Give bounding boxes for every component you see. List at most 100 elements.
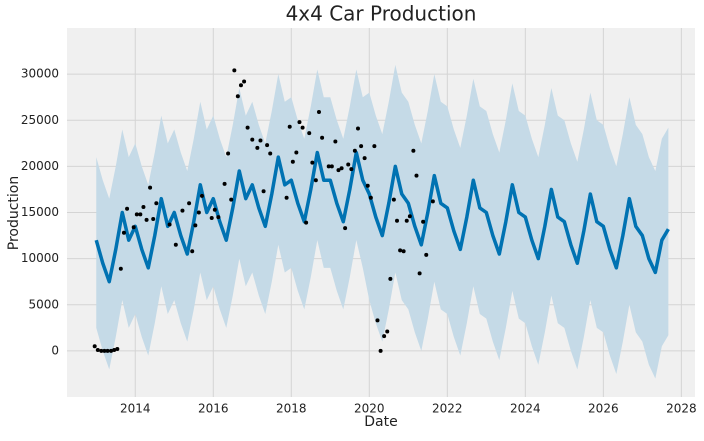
observed-point [268,151,273,156]
observed-point [95,347,100,352]
chart-title: 4x4 Car Production [286,2,477,26]
observed-point [102,348,107,353]
y-tick-label: 0 [51,343,59,357]
observed-point [173,242,178,247]
observed-point [414,173,419,178]
observed-point [118,266,123,271]
observed-point [307,131,312,136]
marks [92,64,670,379]
observed-point [349,167,354,172]
y-axis-label: Production [6,176,22,250]
observed-point [385,329,390,334]
observed-point [245,125,250,130]
y-tick-label: 30000 [21,67,59,81]
observed-point [138,212,143,217]
x-tick-label: 2020 [354,402,385,416]
observed-point [424,252,429,257]
observed-point [394,218,399,223]
y-tick-label: 25000 [21,113,59,127]
observed-point [250,137,255,142]
observed-point [196,210,201,215]
observed-point [258,138,263,143]
observed-point [430,199,435,204]
observed-point [294,150,299,155]
observed-point [391,197,396,202]
x-tick-label: 2018 [276,402,307,416]
x-tick-label: 2028 [666,402,697,416]
observed-point [226,151,231,156]
observed-point [329,164,334,169]
observed-point [316,109,321,114]
observed-point [378,348,383,353]
observed-point [388,276,393,281]
observed-point [238,83,243,88]
observed-point [372,144,377,149]
x-axis-label: Date [364,414,397,430]
observed-point [287,124,292,129]
observed-point [261,189,266,194]
observed-point [199,193,204,198]
observed-point [313,178,318,183]
observed-point [346,162,351,167]
observed-point [187,201,192,206]
observed-point [167,222,172,227]
y-tick-label: 5000 [28,297,59,311]
y-tick-label: 20000 [21,159,59,173]
observed-point [401,249,406,254]
observed-point [411,148,416,153]
observed-point [216,215,221,220]
observed-point [333,139,338,144]
observed-point [339,166,344,171]
observed-point [232,68,237,73]
observed-point [421,219,426,224]
observed-point [235,94,240,99]
y-tick-label: 15000 [21,205,59,219]
observed-point [242,79,247,84]
observed-point [355,126,360,131]
observed-point [212,207,217,212]
observed-point [265,143,270,148]
observed-point [343,226,348,231]
observed-point [99,348,104,353]
observed-point [375,318,380,323]
observed-point [121,230,126,235]
observed-point [209,216,214,221]
observed-point [368,195,373,200]
observed-point [105,348,110,353]
observed-point [407,214,412,219]
observed-point [222,181,227,186]
x-tick-label: 2016 [198,402,229,416]
observed-point [417,271,422,276]
observed-point [134,212,139,217]
observed-point [304,220,309,225]
observed-point [326,164,331,169]
x-tick-label: 2022 [432,402,463,416]
observed-point [112,347,117,352]
observed-point [310,160,315,165]
observed-point [151,216,156,221]
forecast-line [94,150,670,284]
observed-point [382,334,387,339]
observed-point [359,144,364,149]
observed-point [300,125,305,130]
observed-point [190,249,195,254]
observed-point [352,148,357,153]
observed-point [92,344,97,349]
observed-point [284,195,289,200]
x-tick-label: 2014 [120,402,151,416]
observed-point [398,248,403,253]
observed-point [131,225,136,230]
observed-point [141,204,146,209]
observed-point [320,135,325,140]
observed-point [154,201,159,206]
observed-point [365,183,370,188]
observed-point [148,185,153,190]
observed-point [109,348,114,353]
observed-point [255,145,260,150]
observed-point [404,218,409,223]
y-tick-label: 10000 [21,251,59,265]
observed-point [336,168,341,173]
observed-point [180,208,185,213]
observed-point [144,217,149,222]
